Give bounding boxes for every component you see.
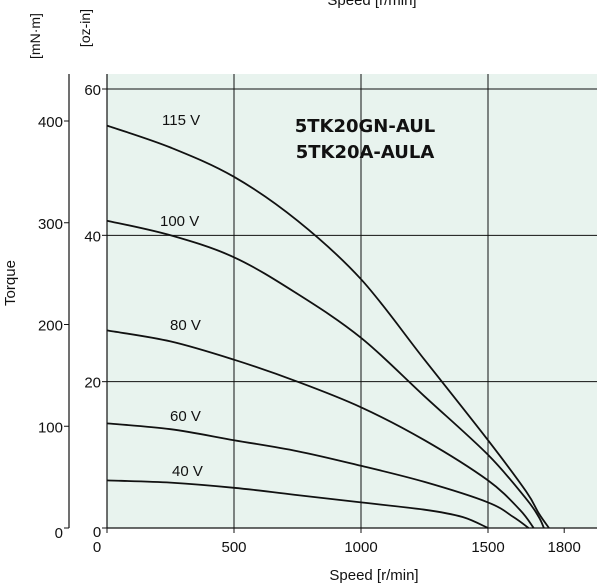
y-unit-right: [oz-in]	[77, 9, 93, 47]
y-axis-title: Torque	[2, 260, 19, 306]
curves	[106, 124, 550, 529]
y-tick-label-ozin: 40	[84, 228, 101, 245]
curve-40v	[106, 479, 489, 529]
y-tick-label-mNm: 200	[38, 318, 63, 335]
tick-marks	[64, 88, 565, 533]
x-tick-label: 1500	[471, 539, 504, 556]
curve-labels: 115 V 100 V 80 V 60 V 40 V	[160, 112, 203, 480]
x-tick-label: 500	[221, 539, 246, 556]
grid-lines	[107, 74, 597, 528]
x-tick-label: 1800	[548, 539, 581, 556]
y-tick-label-mNm: 400	[38, 114, 63, 131]
x-tick-label: 1000	[344, 539, 377, 556]
curve-label-115v: 115 V	[162, 112, 200, 129]
curve-115v	[106, 124, 550, 529]
curve-100v	[106, 219, 545, 529]
y-tick-label-ozin: 0	[93, 524, 101, 541]
y-tick-label-mNm: 300	[38, 216, 63, 233]
y-tick-label-ozin: 20	[84, 375, 101, 392]
y-tick-label-mNm: 100	[38, 419, 63, 436]
curve-label-80v: 80 V	[170, 317, 201, 334]
curve-60v	[106, 422, 530, 529]
chart-title-line-1: 5TK20GN-AUL	[295, 116, 436, 137]
x-axis-title-top: Speed [r/min]	[327, 0, 416, 9]
axes	[68, 74, 597, 529]
plot-background	[107, 74, 597, 528]
x-tick-label: 0	[93, 539, 101, 556]
curve-label-60v: 60 V	[170, 408, 201, 425]
curve-label-40v: 40 V	[172, 463, 203, 480]
y-tick-label-mNm: 0	[55, 525, 63, 542]
y-unit-left: [mN·m]	[27, 13, 43, 59]
y-tick-label-ozin: 60	[84, 82, 101, 99]
x-axis-title: Speed [r/min]	[329, 567, 418, 584]
curve-80v	[106, 329, 535, 529]
chart-title-line-2: 5TK20A-AULA	[296, 142, 435, 163]
curve-label-100v: 100 V	[160, 213, 199, 230]
